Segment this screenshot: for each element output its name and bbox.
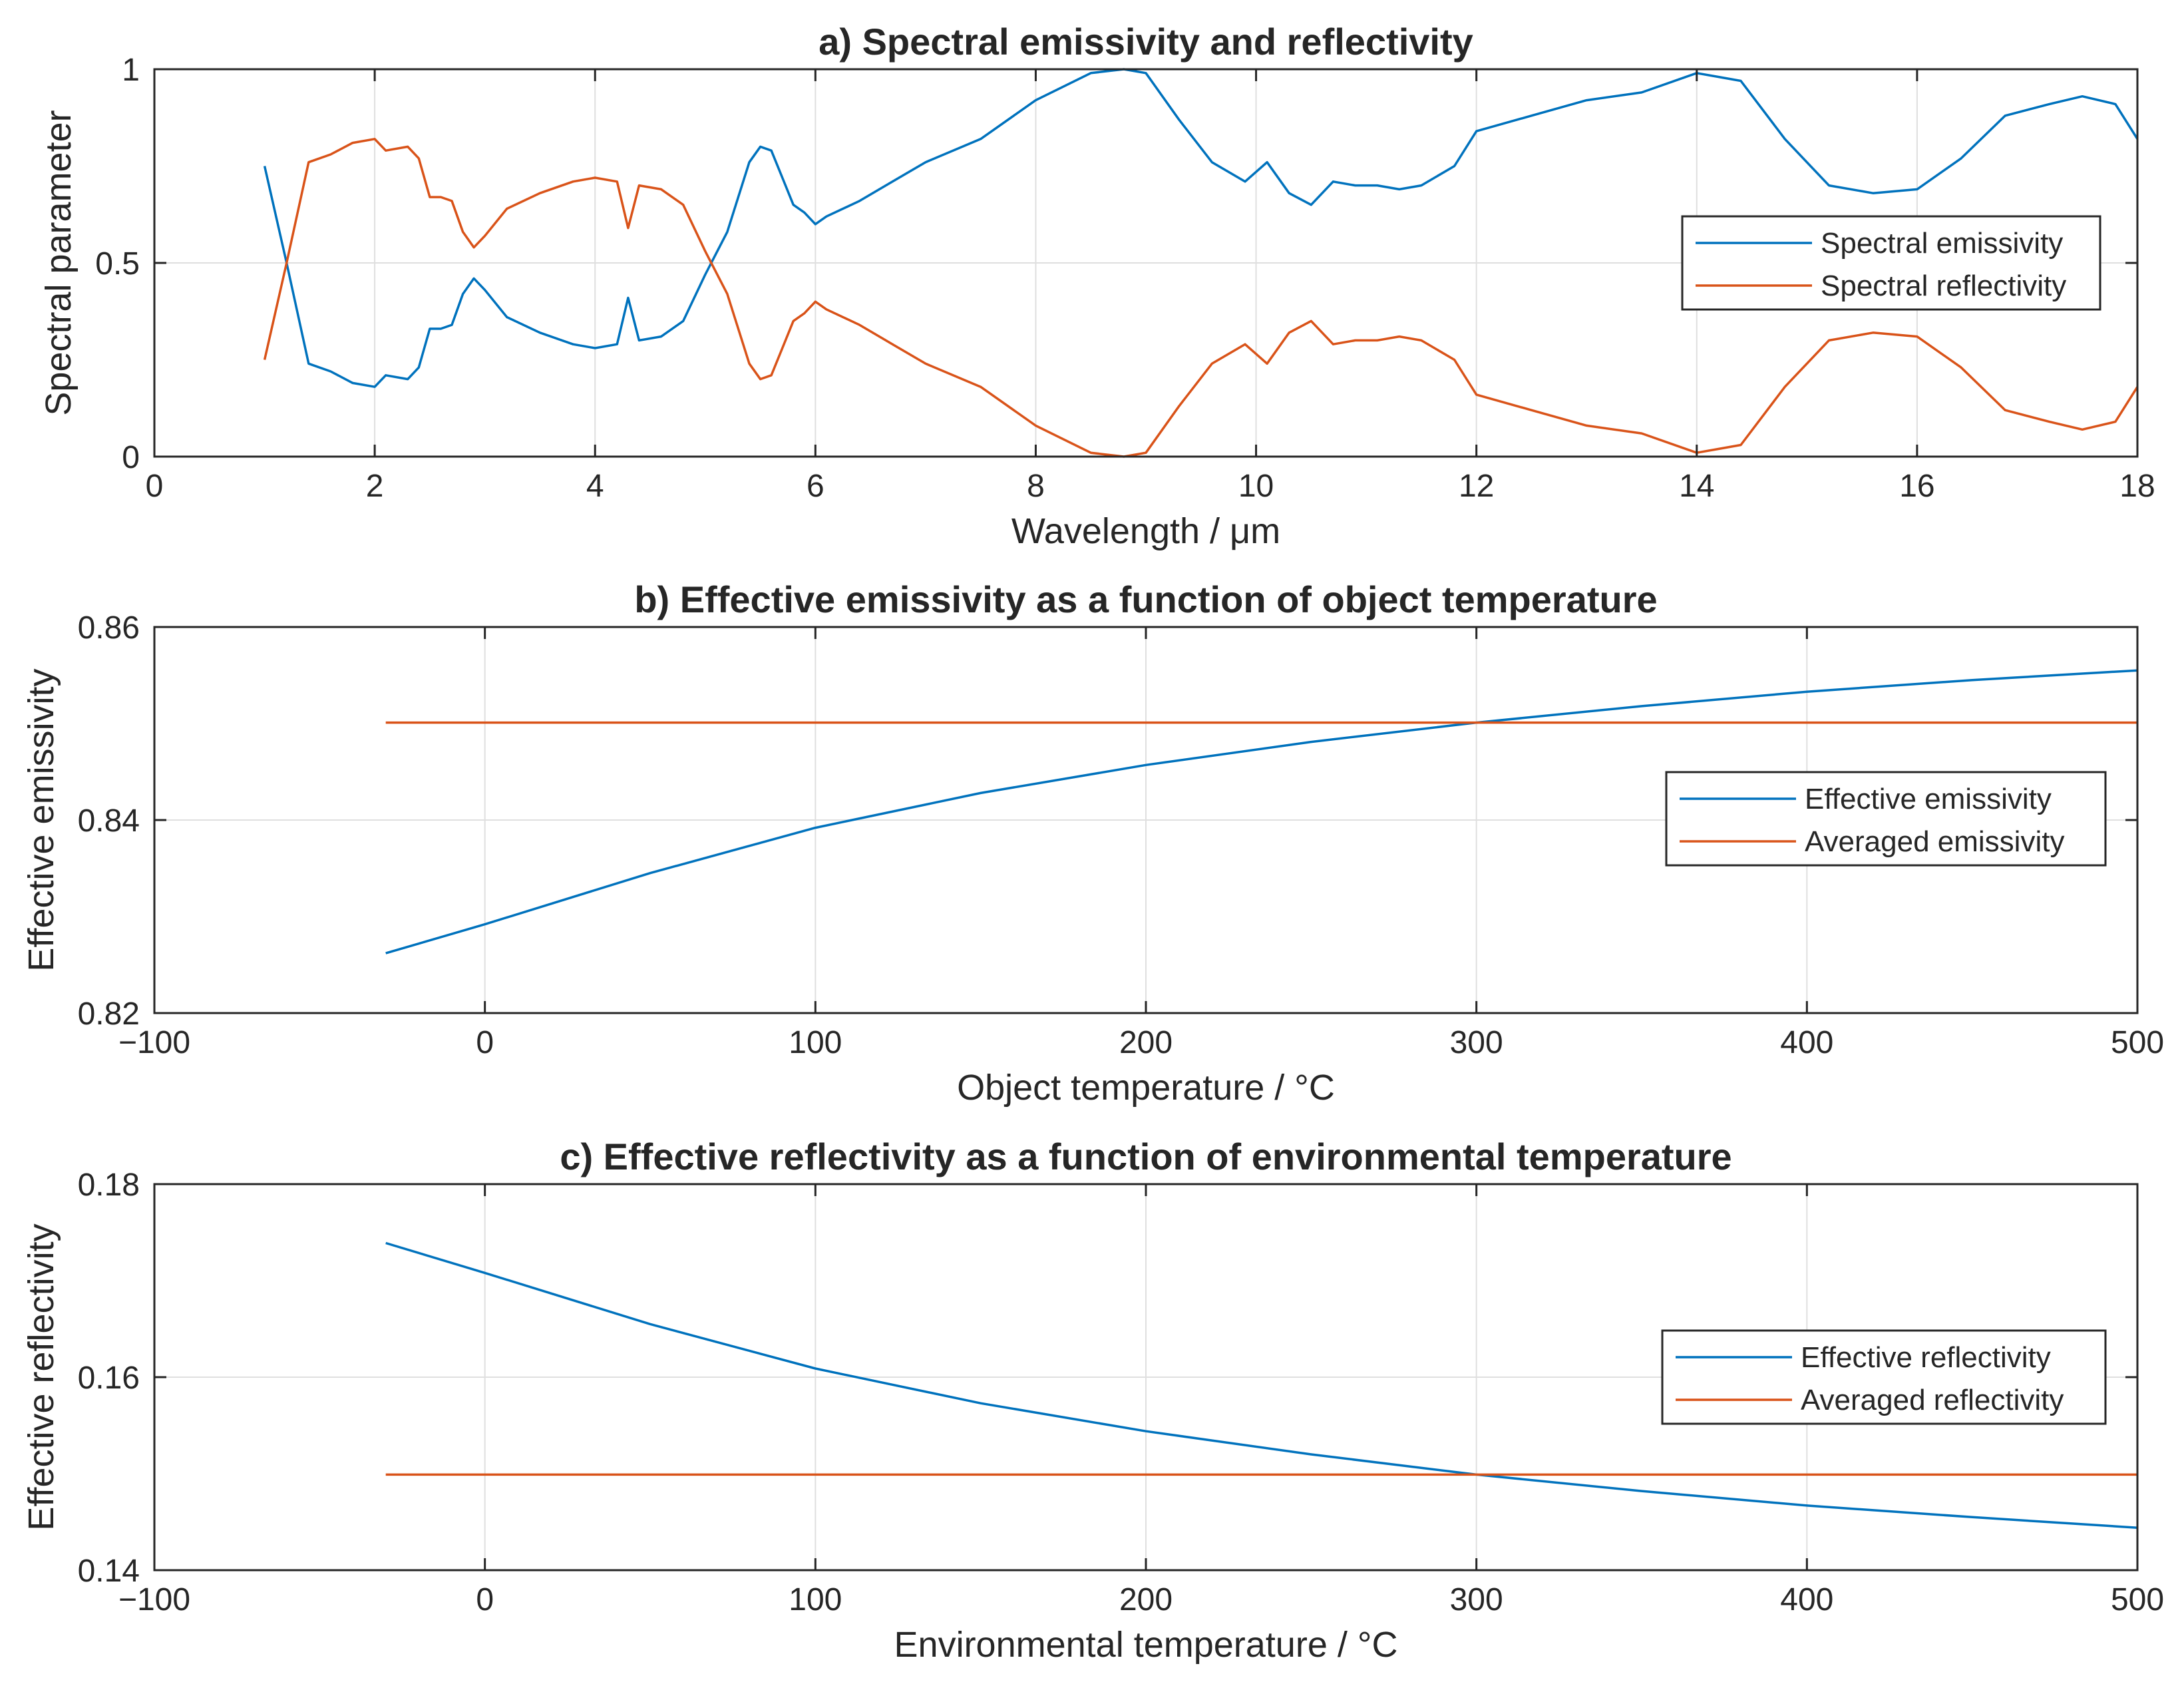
y-axis-label: Effective emissivity (21, 668, 61, 971)
chart-title: c) Effective reflectivity as a function … (560, 1136, 1731, 1177)
y-tick-label: 0.14 (78, 1554, 140, 1589)
chart-effective-reflectivity: −100 0 100 200 300 400 500 0.14 0.16 0.18 c) Effec… (21, 1136, 2164, 1665)
chart-effective-emissivity: −100 0 100 200 300 400 500 0.82 0.84 0.86 b) Effec… (21, 578, 2164, 1108)
x-tick-label: −100 (118, 1025, 190, 1060)
x-axis-label: Environmental temperature / °C (894, 1625, 1398, 1665)
x-tick-label: −100 (118, 1582, 190, 1617)
x-tick-label: 500 (2111, 1025, 2164, 1060)
y-axis-label: Spectral parameter (39, 110, 79, 415)
x-tick-label: 400 (1780, 1025, 1833, 1060)
y-axis-label: Effective reflectivity (21, 1223, 61, 1530)
legend-label: Averaged emissivity (1805, 825, 2064, 858)
legend-box (1681, 215, 2101, 311)
legend-box (1665, 771, 2107, 867)
x-tick-label: 16 (1899, 469, 1934, 504)
y-tick-label: 0.82 (78, 996, 140, 1032)
legend-box (1661, 1329, 2107, 1425)
series-line-2 (263, 138, 2139, 458)
series-line-1 (263, 68, 2139, 388)
legend-label: Spectral emissivity (1821, 227, 2063, 260)
y-tick-label: 0.5 (95, 246, 140, 282)
legend-label: Effective reflectivity (1801, 1341, 2051, 1374)
legend: Effective reflectivity Averaged reflectiv… (1661, 1329, 2107, 1425)
x-tick-label: 12 (1459, 469, 1494, 504)
chart-title: b) Effective emissivity as a function of… (634, 578, 1657, 620)
x-axis-label: Wavelength / μm (1011, 511, 1280, 551)
chart-title: a) Spectral emissivity and reflectivity (819, 21, 1473, 63)
x-tick-label: 300 (1450, 1025, 1503, 1060)
x-tick-label: 4 (586, 469, 604, 504)
legend-label: Averaged reflectivity (1801, 1384, 2064, 1416)
x-tick-label: 18 (2119, 469, 2155, 504)
x-tick-label: 14 (1679, 469, 1714, 504)
x-tick-label: 6 (807, 469, 824, 504)
y-tick-label: 0.18 (78, 1167, 140, 1203)
y-tick-label: 1 (122, 53, 140, 88)
x-tick-label: 100 (789, 1025, 842, 1060)
x-tick-label: 2 (366, 469, 384, 504)
x-tick-label: 300 (1450, 1582, 1503, 1617)
x-tick-label: 0 (476, 1582, 494, 1617)
x-axis-label: Object temperature / °C (957, 1068, 1335, 1108)
x-tick-label: 0 (476, 1025, 494, 1060)
series-line-1 (385, 1241, 2138, 1529)
x-tick-label: 8 (1027, 469, 1045, 504)
y-tick-label: 0.84 (78, 803, 140, 839)
legend: Effective emissivity Averaged emissivity (1665, 771, 2107, 867)
legend-label: Spectral reflectivity (1821, 270, 2066, 302)
x-tick-label: 400 (1780, 1582, 1833, 1617)
series-line-1 (385, 669, 2138, 954)
x-tick-label: 10 (1238, 469, 1274, 504)
legend-label: Effective emissivity (1805, 783, 2052, 815)
x-tick-label: 200 (1119, 1582, 1173, 1617)
x-tick-label: 500 (2111, 1582, 2164, 1617)
legend: Spectral emissivity Spectral reflectivity (1681, 215, 2101, 311)
y-tick-label: 0.16 (78, 1361, 140, 1396)
x-tick-label: 200 (1119, 1025, 1173, 1060)
x-tick-label: 0 (146, 469, 164, 504)
y-tick-label: 0 (122, 440, 140, 475)
chart-spectral: 0 2 4 6 8 10 12 14 16 18 0 0.5 1 a) Spectral emissivi… (39, 21, 2155, 551)
x-tick-label: 100 (789, 1582, 842, 1617)
y-tick-label: 0.86 (78, 610, 140, 646)
